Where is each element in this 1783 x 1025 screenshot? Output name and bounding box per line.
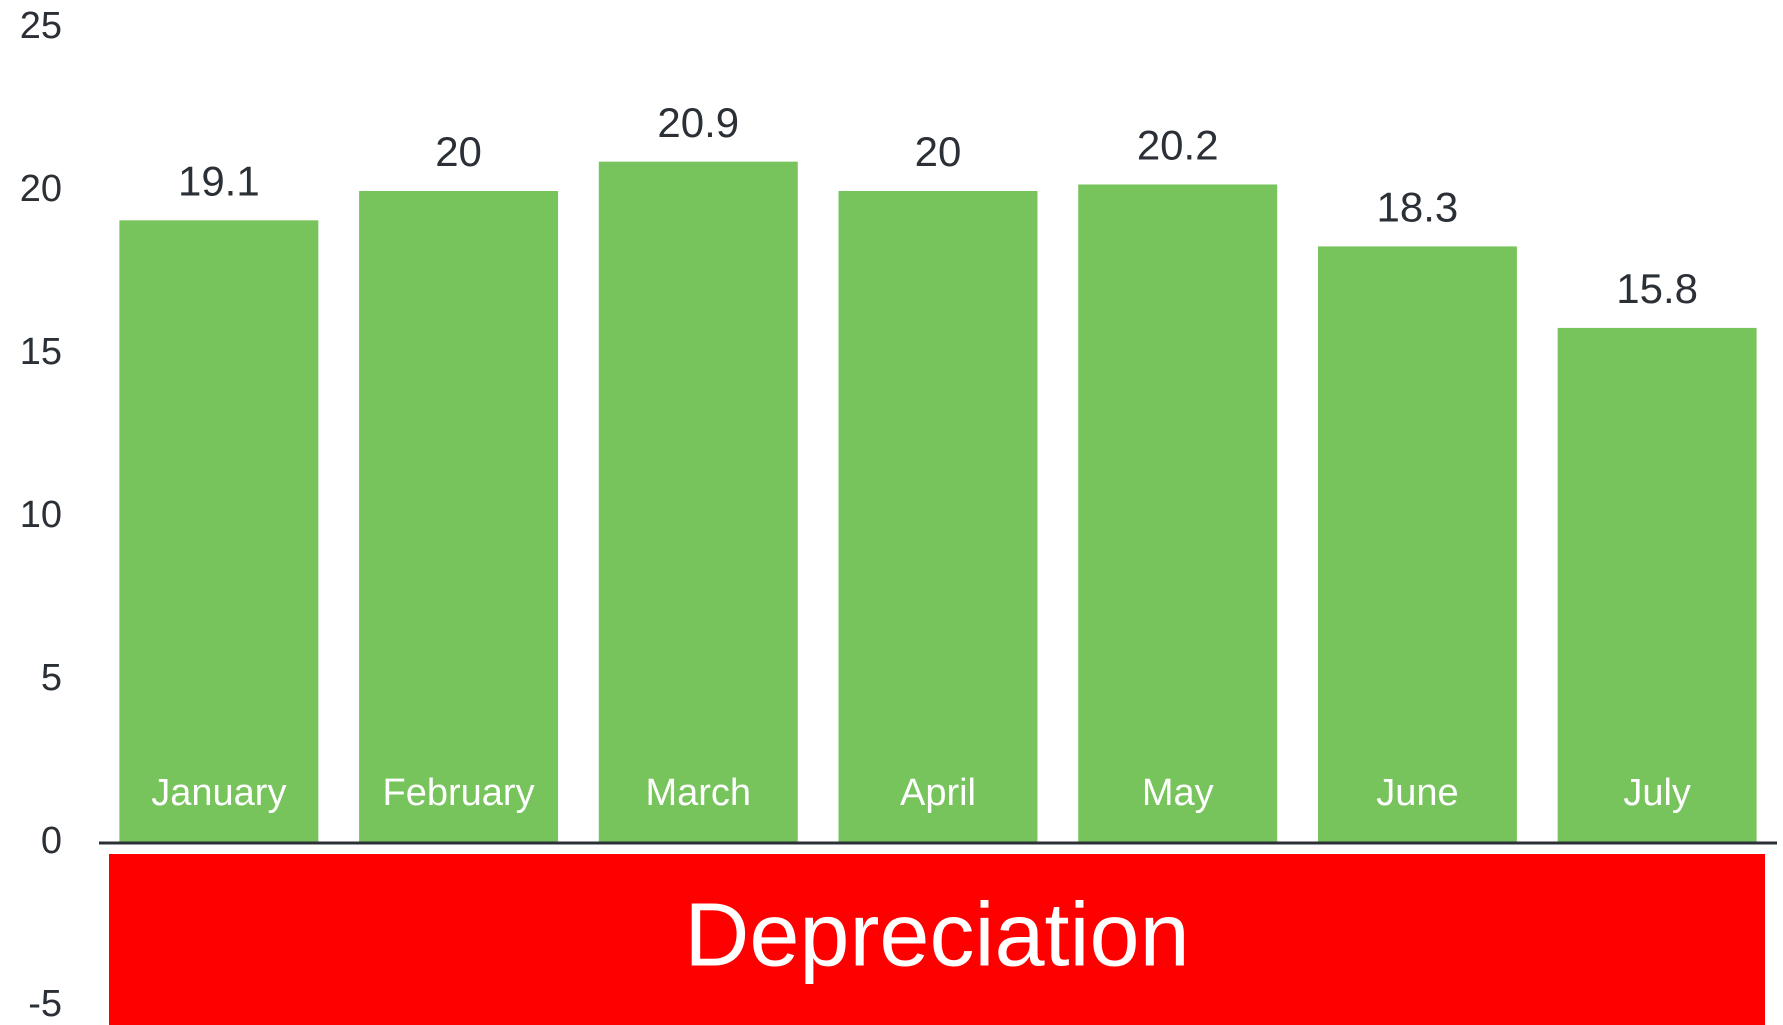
bar [1557,327,1757,843]
x-tick-label: March [645,772,751,814]
x-tick-label: February [383,772,535,814]
bar [359,191,559,843]
data-label: 20 [915,128,962,175]
bar [119,220,319,844]
x-tick-label: June [1376,772,1458,814]
x-axis-label: Depreciation [684,885,1189,985]
bar [1317,246,1517,844]
y-tick-label: 5 [41,657,62,699]
x-axis-banner [109,854,1765,1025]
data-label: 20.2 [1137,122,1219,169]
x-tick-label: July [1623,772,1691,814]
data-label: 18.3 [1377,184,1459,231]
y-tick-label: 15 [20,331,62,373]
bar [838,191,1038,843]
y-tick-label: 10 [20,494,62,536]
data-label: 15.8 [1616,265,1698,312]
x-tick-label: May [1142,772,1214,814]
y-tick-label: 25 [20,5,62,47]
data-label: 20 [435,128,482,175]
x-tick-label: January [151,772,286,814]
y-tick-label: -5 [28,983,62,1025]
bar [598,161,798,843]
bar [1078,184,1278,844]
x-tick-label: April [900,772,976,814]
data-label: 19.1 [178,157,260,204]
y-tick-label: 0 [41,820,62,862]
y-tick-label: 20 [20,168,62,210]
data-label: 20.9 [657,99,739,146]
